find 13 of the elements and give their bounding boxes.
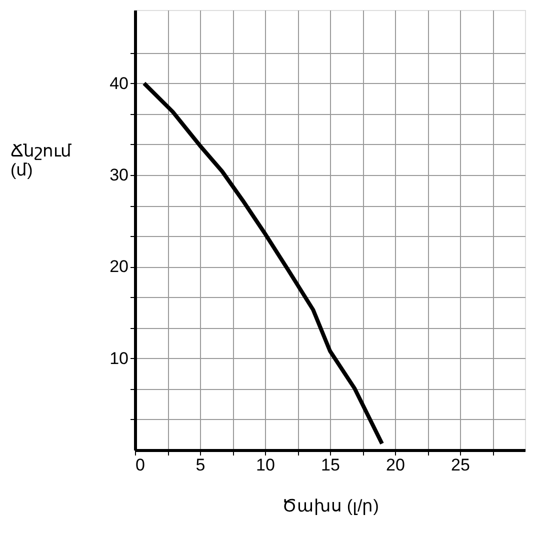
y-tick-label: 40	[110, 74, 128, 93]
line-series	[142, 81, 384, 446]
y-tick-label: 10	[110, 348, 128, 368]
x-tick-label: 0	[136, 456, 145, 474]
x-tick-label: 5	[196, 456, 206, 474]
x-tick-label: 15	[321, 456, 340, 474]
x-tick-label: 10	[256, 456, 275, 474]
x-tick-label: 25	[451, 456, 470, 474]
y-axis-title: Ճնշում (մ)	[10, 142, 72, 180]
y-tick-label: 20	[110, 257, 128, 276]
y-tick-label: 30	[110, 166, 128, 184]
x-axis-title: Ծախս (լ/ր)	[282, 496, 379, 516]
x-tick-label: 20	[386, 456, 405, 474]
